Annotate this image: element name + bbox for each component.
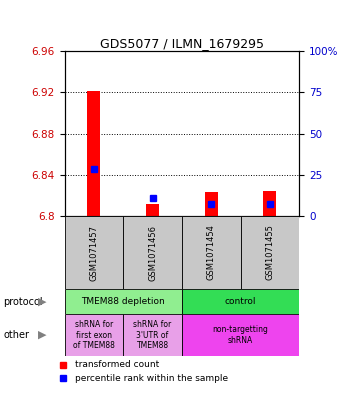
Bar	[182, 216, 240, 289]
Text: shRNA for
first exon
of TMEM88: shRNA for first exon of TMEM88	[73, 320, 115, 350]
Text: GSM1071455: GSM1071455	[266, 224, 274, 281]
Text: control: control	[225, 297, 256, 306]
Bar	[182, 314, 299, 356]
Title: GDS5077 / ILMN_1679295: GDS5077 / ILMN_1679295	[100, 37, 264, 50]
Bar	[205, 193, 218, 216]
Text: non-targetting
shRNA: non-targetting shRNA	[212, 325, 269, 345]
Text: shRNA for
3'UTR of
TMEM88: shRNA for 3'UTR of TMEM88	[133, 320, 172, 350]
Text: percentile rank within the sample: percentile rank within the sample	[75, 374, 228, 383]
Bar	[182, 289, 299, 314]
Text: GSM1071457: GSM1071457	[89, 224, 98, 281]
Text: ▶: ▶	[38, 330, 47, 340]
Bar	[123, 216, 182, 289]
Bar	[87, 91, 100, 216]
Bar	[240, 216, 299, 289]
Text: TMEM88 depletion: TMEM88 depletion	[81, 297, 165, 306]
Bar	[65, 216, 123, 289]
Text: transformed count: transformed count	[75, 360, 159, 369]
Text: other: other	[3, 330, 29, 340]
Bar	[123, 314, 182, 356]
Text: GSM1071454: GSM1071454	[207, 224, 216, 281]
Bar	[65, 314, 123, 356]
Bar	[146, 204, 159, 216]
Text: protocol: protocol	[3, 297, 43, 307]
Bar	[264, 191, 276, 216]
Text: GSM1071456: GSM1071456	[148, 224, 157, 281]
Bar	[65, 289, 182, 314]
Text: ▶: ▶	[38, 297, 47, 307]
